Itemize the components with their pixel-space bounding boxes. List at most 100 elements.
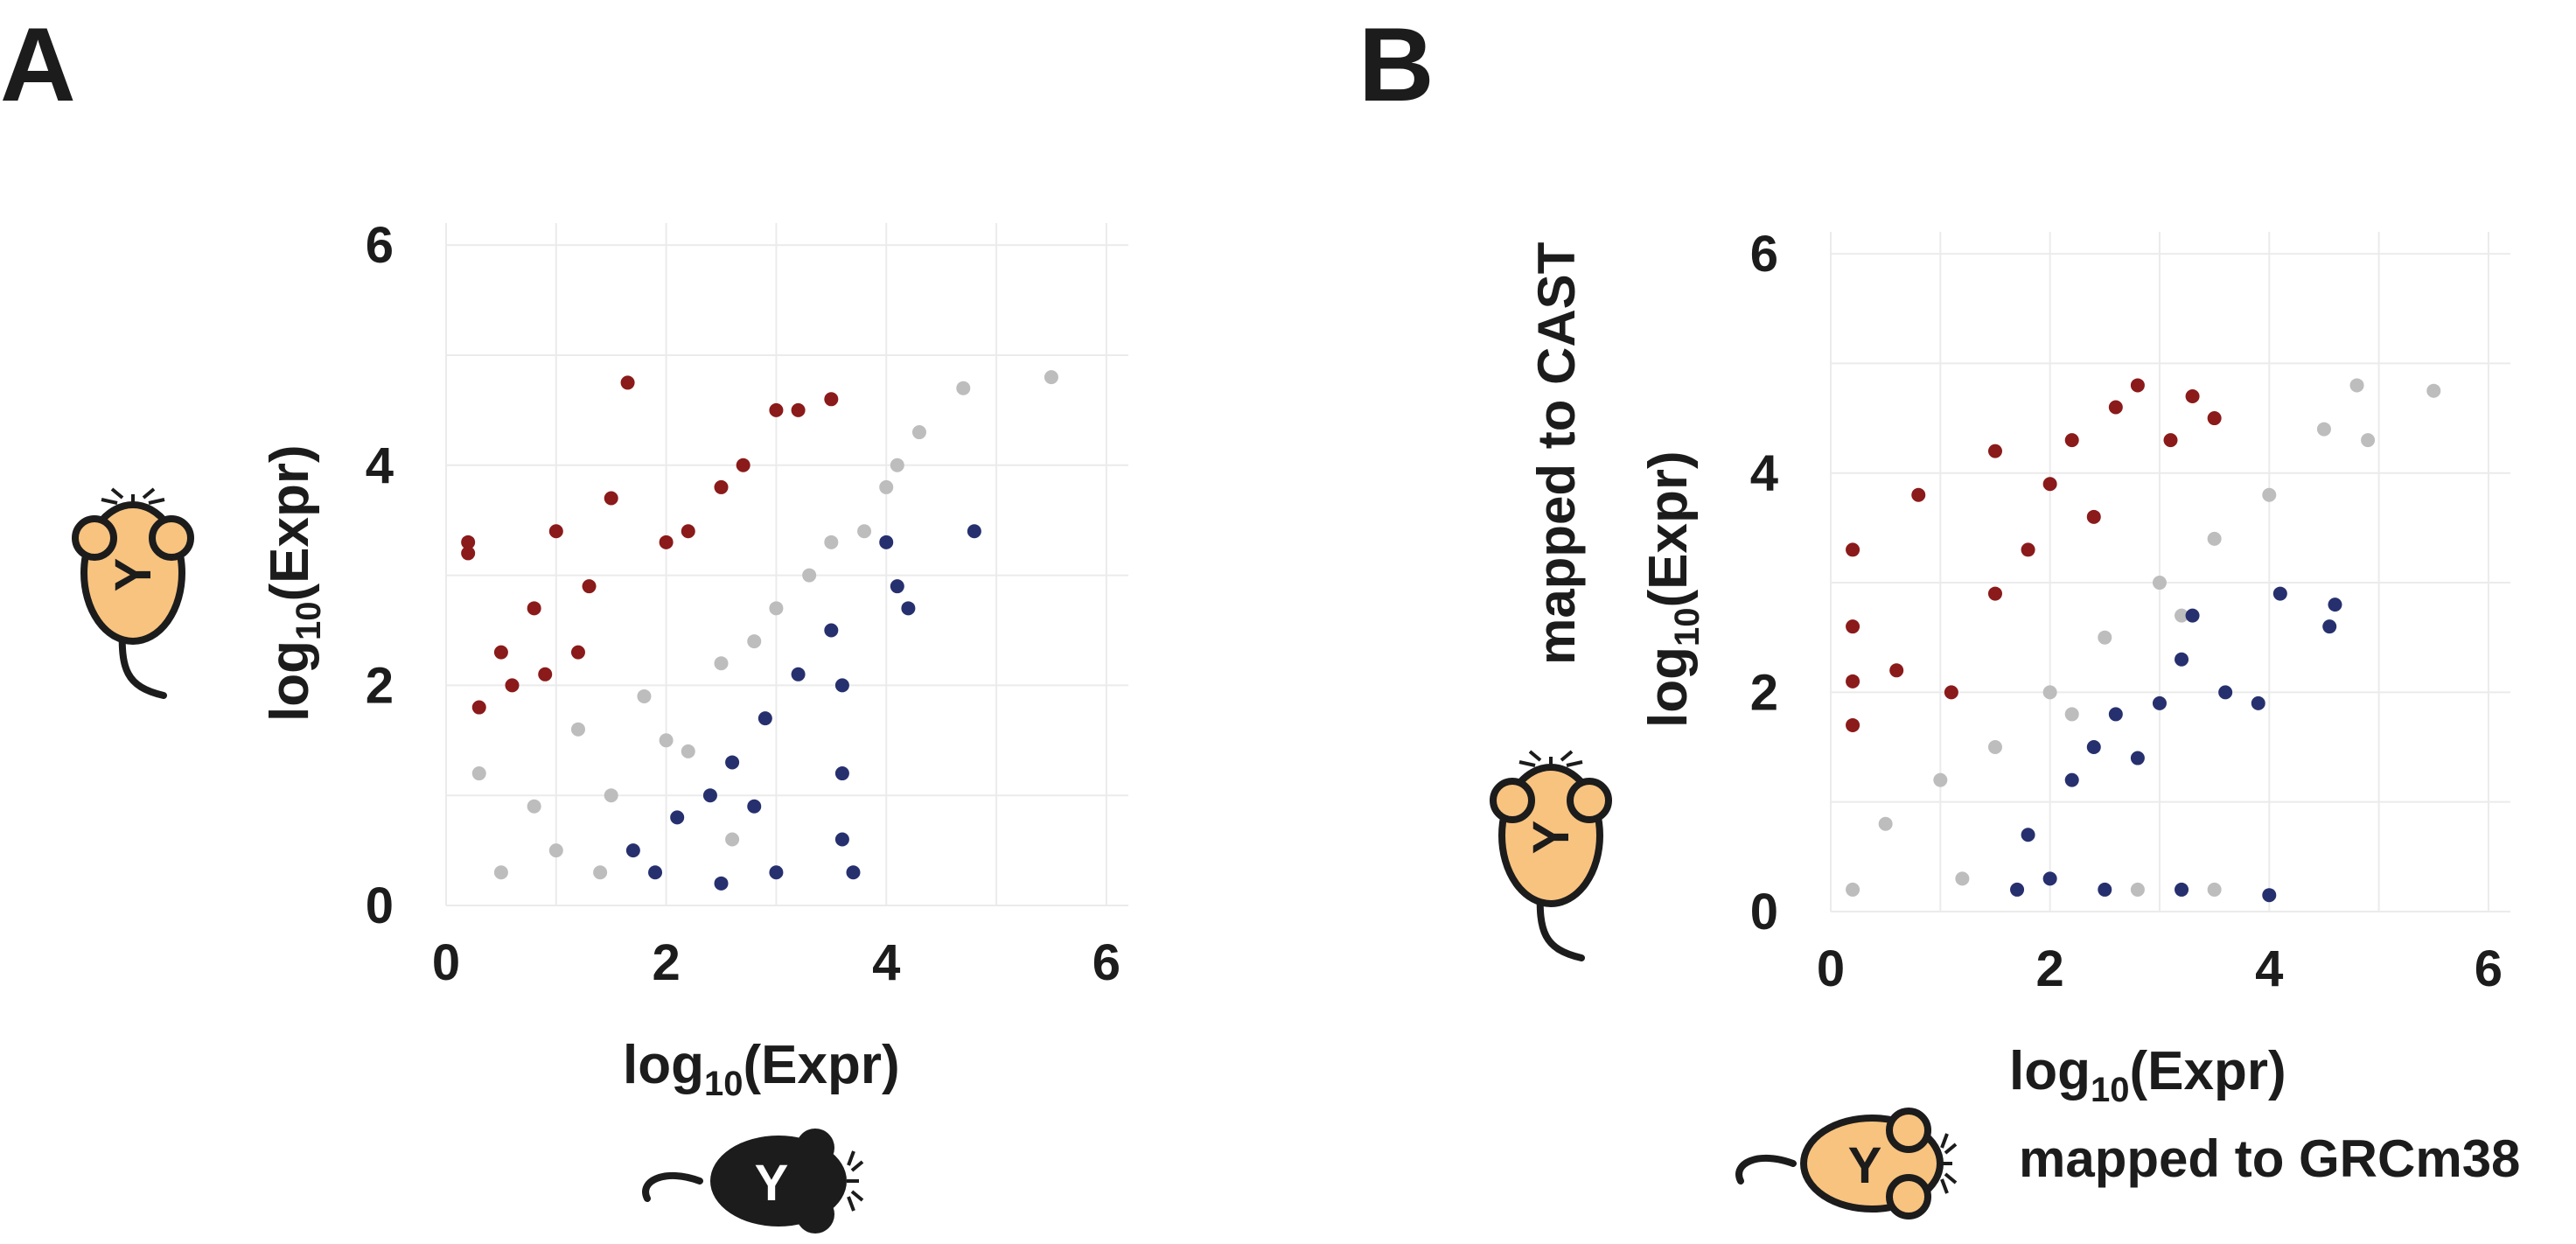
data-point-up (620, 375, 635, 390)
data-point-non-significant (681, 744, 695, 758)
panel-b-y-axis-title: log10(Expr) (1638, 451, 1707, 728)
data-point-up (736, 458, 750, 472)
data-point-down (2328, 598, 2342, 612)
data-point-up (1846, 619, 1860, 634)
x-tick-label: 0 (432, 934, 460, 991)
data-point-non-significant (2316, 422, 2331, 437)
data-point-down (834, 832, 849, 847)
data-point-non-significant (548, 843, 563, 858)
svg-text:Y: Y (755, 1155, 789, 1212)
mouse-y-orange-icon: Y (1735, 1108, 1958, 1220)
data-point-down (2272, 586, 2287, 601)
x-tick-label: 6 (2475, 940, 2503, 997)
data-point-down (967, 524, 981, 539)
data-point-non-significant (2349, 378, 2364, 393)
data-point-up (505, 678, 520, 693)
data-point-non-significant (802, 568, 817, 583)
data-point-non-significant (2175, 608, 2189, 623)
data-point-up (681, 524, 695, 539)
data-point-non-significant (593, 865, 608, 880)
x-tick-label: 2 (652, 934, 680, 991)
data-point-non-significant (604, 788, 618, 803)
y-tick-label: 6 (1750, 226, 1778, 283)
data-point-up (2207, 411, 2222, 426)
data-point-up (1987, 586, 2002, 601)
data-point-up (1944, 685, 1958, 700)
data-point-down (2021, 828, 2035, 842)
y-tick-label: 2 (1750, 664, 1778, 721)
mouse-y-orange-icon: Y (72, 487, 194, 699)
panel-a-ticks: 0 2 4 6 0 2 4 6 (366, 217, 1120, 991)
x-tick-label: 4 (2255, 940, 2283, 997)
data-point-down (791, 667, 806, 681)
y-tick-label: 0 (1750, 884, 1778, 940)
data-point-up (1846, 717, 1860, 732)
data-point-down (725, 755, 740, 770)
data-point-down (2086, 740, 2101, 755)
data-point-non-significant (2152, 576, 2167, 591)
data-point-down (625, 843, 640, 858)
data-point-non-significant (911, 425, 926, 440)
data-point-down (747, 799, 762, 814)
data-point-up (1846, 542, 1860, 557)
data-point-down (879, 535, 894, 549)
data-point-non-significant (1878, 816, 1893, 831)
panel-b-ticks: 0 2 4 6 0 2 4 6 (1750, 226, 2503, 997)
data-point-up (582, 579, 597, 594)
data-point-non-significant (2042, 685, 2057, 700)
data-point-down (834, 678, 849, 693)
data-point-down (824, 623, 839, 638)
data-point-up (461, 535, 476, 549)
data-point-non-significant (2262, 487, 2277, 502)
y-tick-label: 0 (366, 877, 394, 934)
data-point-non-significant (570, 722, 585, 737)
x-tick-label: 6 (1093, 934, 1120, 991)
data-point-non-significant (1955, 871, 1970, 886)
data-point-up (570, 645, 585, 660)
x-tick-label: 2 (2036, 940, 2064, 997)
panel-a-grid (445, 223, 1128, 906)
panel-a-y-axis-title: log10(Expr) (260, 444, 328, 722)
data-point-up (769, 402, 784, 417)
data-point-down (714, 876, 729, 891)
x-tick-label: 4 (872, 934, 900, 991)
data-point-non-significant (879, 479, 894, 494)
svg-text:Y: Y (1523, 821, 1580, 855)
data-point-up (2130, 378, 2145, 393)
data-point-up (824, 392, 839, 407)
panel-a-plot: 0 2 4 6 0 2 4 6 (366, 217, 1128, 991)
data-point-down (757, 711, 772, 726)
data-point-down (2010, 882, 2025, 897)
panel-b-x-mapping-label: mapped to GRCm38 (2019, 1129, 2520, 1188)
data-point-up (1911, 487, 1926, 502)
data-point-down (2262, 888, 2277, 903)
data-point-down (2175, 652, 2189, 667)
data-point-up (604, 491, 618, 506)
y-tick-label: 4 (1750, 445, 1778, 502)
data-point-non-significant (2064, 707, 2079, 722)
y-tick-label: 2 (366, 657, 394, 714)
data-point-up (2064, 433, 2079, 448)
data-point-down (2108, 707, 2123, 722)
data-point-down (702, 788, 717, 803)
data-point-down (2130, 751, 2145, 765)
data-point-non-significant (1044, 370, 1058, 385)
data-point-up (1889, 663, 1904, 678)
svg-text:Y: Y (105, 558, 162, 592)
data-point-non-significant (725, 832, 740, 847)
panel-a-x-axis-title: log10(Expr) (623, 1035, 900, 1103)
mouse-y-black-icon: Y (642, 1129, 864, 1234)
data-point-down (648, 865, 663, 880)
data-point-non-significant (824, 535, 839, 549)
data-point-down (901, 601, 916, 616)
panel-b-points (1846, 378, 2441, 903)
data-point-up (2185, 388, 2200, 403)
data-point-down (834, 766, 849, 781)
data-point-non-significant (493, 865, 508, 880)
data-point-down (2322, 619, 2337, 634)
data-point-non-significant (1987, 740, 2002, 755)
panel-b-plot: 0 2 4 6 0 2 4 6 (1750, 226, 2510, 997)
data-point-non-significant (1846, 882, 1860, 897)
data-point-non-significant (2130, 882, 2145, 897)
